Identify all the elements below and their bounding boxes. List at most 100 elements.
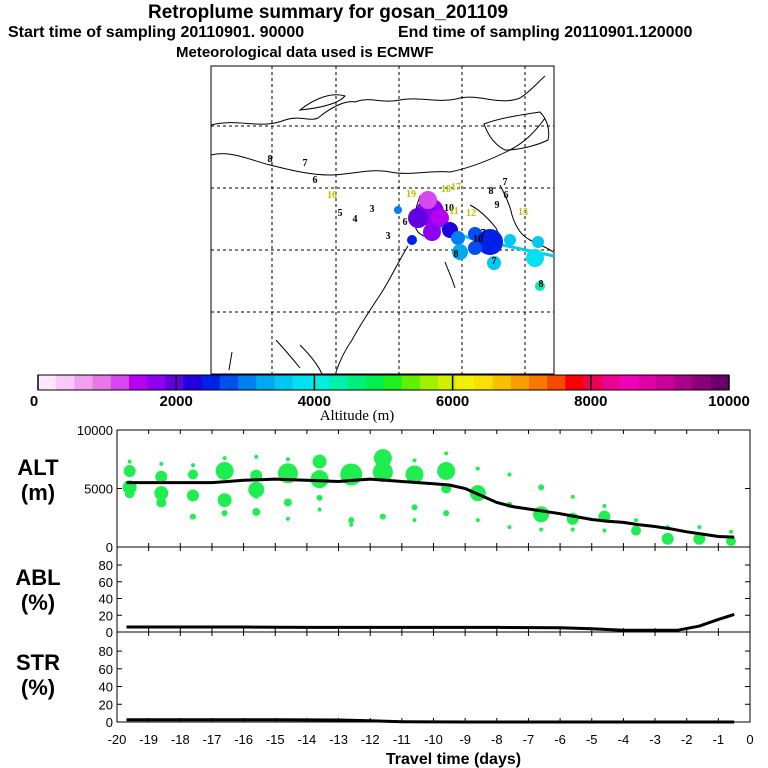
altitude-point [726, 536, 737, 547]
altitude-point [310, 470, 329, 489]
map-label: 4 [353, 214, 358, 225]
colorbar-axis-label: Altitude (m) [320, 408, 395, 424]
altitude-point [254, 454, 259, 459]
altitude-point [570, 494, 575, 499]
altitude-colorbar: 0 2000 4000 6000 8000 10000 Altitude (m) [30, 374, 750, 424]
y-tick-label: 0 [106, 540, 113, 555]
altitude-point [538, 484, 545, 491]
colorbar-swatch [365, 375, 384, 390]
altitude-point [475, 466, 480, 471]
y-tick-label: 60 [99, 575, 113, 590]
altitude-point [127, 459, 132, 464]
altitude-point [316, 494, 323, 501]
map-label: 19 [406, 189, 416, 200]
altitude-point [405, 465, 424, 484]
altitude-point [254, 494, 259, 499]
colorbar-swatch [128, 375, 148, 390]
colorbar-swatch [92, 375, 112, 390]
altitude-point [412, 458, 417, 463]
colorbar-swatch [347, 375, 366, 390]
colorbar-swatch [601, 375, 621, 390]
plume-cluster-marker [394, 206, 402, 214]
panel-unit-label: (m) [21, 480, 55, 505]
altitude-point [189, 513, 196, 520]
abl-series-line [126, 612, 735, 632]
altitude-point [215, 461, 234, 480]
x-tick-label: -15 [266, 732, 285, 747]
panel-frame [116, 546, 751, 633]
map-label: 7 [303, 158, 308, 169]
x-axis-label: Travel time (days) [386, 751, 521, 768]
colorbar-swatch [165, 375, 184, 390]
altitude-point [443, 510, 450, 517]
colorbar-tick-label: 8000 [574, 393, 607, 410]
colorbar-swatch [219, 375, 239, 390]
altitude-point [602, 504, 607, 509]
map-label: 8 [268, 154, 273, 165]
altitude-point [217, 493, 232, 508]
x-tick-label: -12 [361, 732, 380, 747]
str-series-line [126, 718, 735, 724]
colorbar-swatch [565, 375, 585, 390]
colorbar-swatch [274, 375, 294, 390]
map-label: 10 [444, 203, 454, 214]
colorbar-swatch [438, 375, 457, 390]
map-label: 13 [518, 207, 528, 218]
map-label: 10 [473, 234, 483, 245]
colorbar-swatch [492, 375, 512, 390]
x-tick-label: -6 [554, 732, 566, 747]
x-tick-label: -19 [139, 732, 158, 747]
altitude-point [372, 462, 393, 483]
map-label: 8 [489, 186, 494, 197]
y-tick-label: 60 [99, 662, 113, 677]
altitude-point [697, 525, 702, 530]
altitude-point [186, 489, 199, 502]
altitude-point [631, 525, 642, 536]
colorbar-swatch [56, 375, 75, 390]
map-label: 3 [386, 231, 391, 242]
colorbar-tick-label: 4000 [298, 393, 331, 410]
altitude-point [411, 504, 418, 511]
colorbar-swatch [401, 375, 421, 390]
x-tick-label: -3 [649, 732, 661, 747]
x-tick-label: -7 [523, 732, 535, 747]
altitude-point [729, 529, 734, 534]
start-time-label: Start time of sampling 20110901. 90000 [8, 24, 305, 41]
colorbar-swatch [110, 375, 130, 390]
map-label: 6 [403, 217, 408, 228]
altitude-point [317, 507, 322, 512]
altitude-point [412, 518, 417, 523]
altitude-point [285, 516, 290, 521]
altitude-point [155, 470, 168, 483]
x-tick-label: -8 [491, 732, 503, 747]
altitude-point [349, 522, 354, 527]
plume-cluster-marker [451, 231, 465, 245]
altitude-point [437, 461, 456, 480]
altitude-point [507, 525, 512, 530]
colorbar-swatch [38, 375, 57, 390]
altitude-point [312, 454, 327, 469]
x-tick-label: -20 [108, 732, 127, 747]
altitude-point [444, 451, 449, 456]
plume-cluster-marker [535, 281, 545, 291]
map-label: 9 [495, 200, 500, 211]
altitude-mean-line [126, 477, 735, 539]
colorbar-swatch [528, 375, 548, 390]
colorbar-swatch [238, 375, 257, 390]
altitude-point [283, 498, 292, 507]
panel-unit-label: (%) [21, 675, 55, 700]
map-label: 5 [338, 208, 343, 219]
colorbar-swatch [656, 375, 675, 390]
colorbar-swatch [710, 375, 730, 390]
colorbar-tick-label: 2000 [160, 393, 193, 410]
panel-label: ALT [17, 455, 59, 480]
colorbar-swatch [638, 375, 657, 390]
plume-cluster-marker [526, 249, 544, 267]
x-tick-label: -18 [171, 732, 190, 747]
map-label: 11 [449, 206, 458, 217]
panel-label: STR [16, 650, 60, 675]
colorbar-swatch [292, 375, 312, 390]
colorbar-swatch [474, 375, 494, 390]
